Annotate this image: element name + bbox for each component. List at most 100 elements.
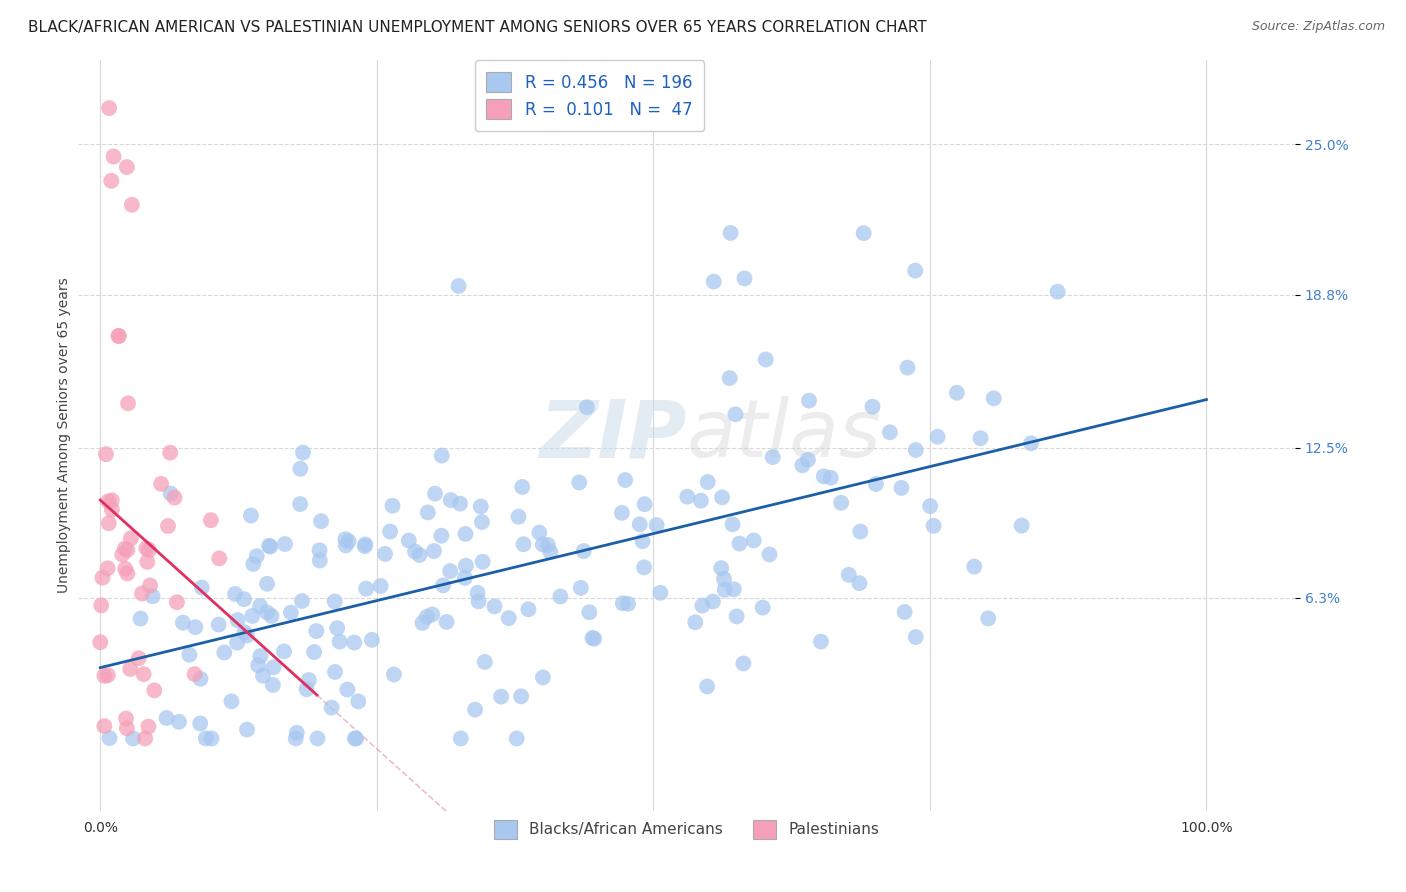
Point xyxy=(285,726,308,740)
Point xyxy=(221,694,243,708)
Point xyxy=(612,596,634,610)
Point xyxy=(336,682,359,697)
Point xyxy=(758,548,780,562)
Point xyxy=(733,657,755,671)
Point xyxy=(131,586,153,600)
Point xyxy=(273,644,295,658)
Point xyxy=(94,447,117,461)
Point xyxy=(150,476,173,491)
Point xyxy=(236,629,259,643)
Point xyxy=(159,445,181,459)
Point xyxy=(617,597,640,611)
Point xyxy=(274,537,297,551)
Point xyxy=(724,407,747,421)
Point xyxy=(848,576,870,591)
Point xyxy=(100,174,122,188)
Point xyxy=(291,594,314,608)
Point xyxy=(439,564,461,578)
Point xyxy=(540,545,562,559)
Point xyxy=(404,544,426,558)
Point xyxy=(134,731,156,746)
Point xyxy=(136,555,159,569)
Point xyxy=(454,527,477,541)
Point xyxy=(200,731,222,746)
Point xyxy=(188,716,211,731)
Point xyxy=(896,360,918,375)
Point xyxy=(510,480,533,494)
Point xyxy=(922,518,945,533)
Point xyxy=(550,590,572,604)
Point xyxy=(398,533,420,548)
Point xyxy=(172,615,194,630)
Point xyxy=(904,263,927,277)
Point xyxy=(291,445,314,459)
Point xyxy=(430,449,453,463)
Point xyxy=(226,636,249,650)
Point xyxy=(742,533,765,548)
Point xyxy=(166,595,188,609)
Point xyxy=(353,539,375,553)
Point xyxy=(484,599,506,614)
Point xyxy=(337,534,360,549)
Point xyxy=(90,599,112,613)
Point xyxy=(464,703,486,717)
Point xyxy=(138,720,160,734)
Point xyxy=(305,624,328,638)
Point xyxy=(470,500,492,514)
Legend: Blacks/African Americans, Palestinians: Blacks/African Americans, Palestinians xyxy=(488,814,886,845)
Point xyxy=(179,648,201,662)
Point xyxy=(190,672,212,686)
Point xyxy=(298,673,321,687)
Point xyxy=(135,541,157,556)
Point xyxy=(423,544,446,558)
Point xyxy=(408,548,430,562)
Point xyxy=(702,594,724,608)
Point xyxy=(142,589,165,603)
Point xyxy=(628,517,651,532)
Point xyxy=(249,599,271,613)
Point xyxy=(728,536,751,550)
Point xyxy=(114,541,136,556)
Point xyxy=(208,551,231,566)
Point xyxy=(420,607,443,622)
Point xyxy=(467,594,489,608)
Point xyxy=(517,602,540,616)
Point xyxy=(335,538,357,552)
Point xyxy=(246,549,269,563)
Point xyxy=(115,712,138,726)
Point xyxy=(713,582,735,597)
Text: BLACK/AFRICAN AMERICAN VS PALESTINIAN UNEMPLOYMENT AMONG SENIORS OVER 65 YEARS C: BLACK/AFRICAN AMERICAN VS PALESTINIAN UN… xyxy=(28,20,927,35)
Point xyxy=(143,683,166,698)
Point xyxy=(117,566,139,581)
Y-axis label: Unemployment Among Seniors over 65 years: Unemployment Among Seniors over 65 years xyxy=(58,277,72,593)
Point xyxy=(239,508,262,523)
Point xyxy=(335,532,357,546)
Point xyxy=(568,475,591,490)
Point xyxy=(247,658,270,673)
Point xyxy=(91,571,114,585)
Point xyxy=(977,611,1000,625)
Point xyxy=(256,606,278,620)
Point xyxy=(683,615,706,630)
Point xyxy=(447,279,470,293)
Point xyxy=(508,509,530,524)
Point xyxy=(1019,436,1042,450)
Point xyxy=(288,497,311,511)
Point xyxy=(830,496,852,510)
Point xyxy=(262,678,284,692)
Point xyxy=(167,714,190,729)
Point xyxy=(852,226,875,240)
Point xyxy=(378,524,401,539)
Point xyxy=(436,615,458,629)
Point xyxy=(1046,285,1069,299)
Point xyxy=(890,481,912,495)
Point xyxy=(208,617,231,632)
Point xyxy=(190,581,212,595)
Point xyxy=(284,731,307,746)
Point xyxy=(98,101,121,115)
Point xyxy=(904,630,927,644)
Point xyxy=(792,458,814,473)
Point xyxy=(449,497,471,511)
Point xyxy=(249,649,271,664)
Point xyxy=(101,502,124,516)
